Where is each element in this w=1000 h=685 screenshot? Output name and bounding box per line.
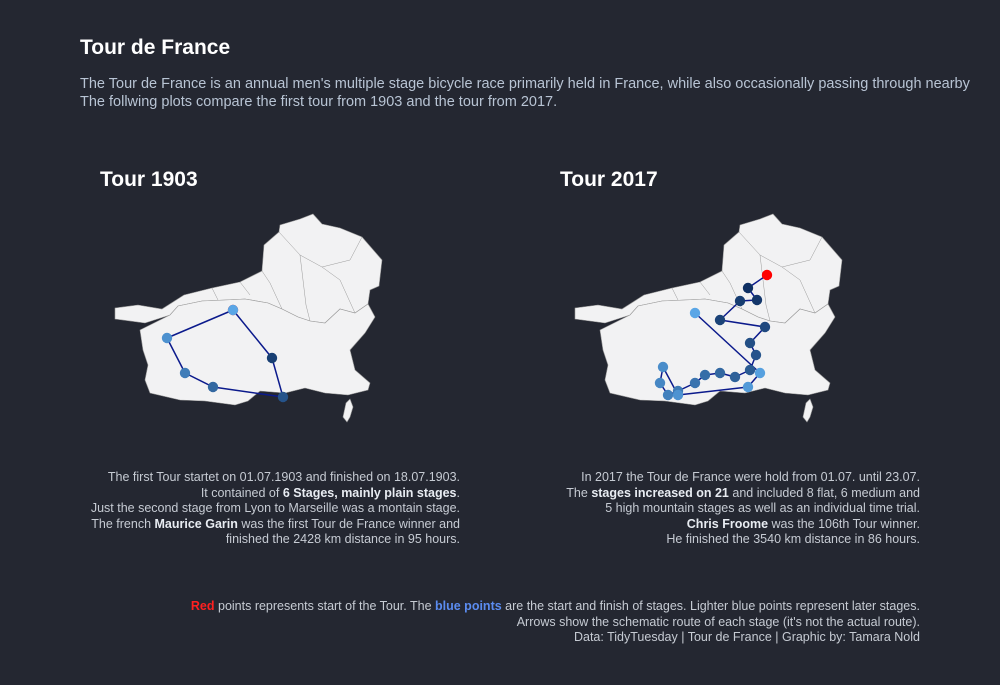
caption-line-2: Arrows show the schematic route of each … bbox=[516, 614, 920, 629]
stage-point bbox=[714, 314, 726, 326]
desc-1903-line-2: It contained of 6 Stages, mainly plain s… bbox=[200, 485, 460, 500]
desc-1903-line-4: The french Maurice Garin was the first T… bbox=[91, 516, 460, 531]
stage-points-1903 bbox=[161, 304, 289, 403]
desc-1903-line-3: Just the second stage from Lyon to Marse… bbox=[90, 501, 460, 515]
stage-point bbox=[750, 349, 762, 361]
route-segment bbox=[166, 309, 234, 339]
stage-point bbox=[654, 377, 666, 389]
description-2017: In 2017 the Tour de France were hold fro… bbox=[460, 470, 920, 548]
desc-2017-line-3: 5 high mountain stages as well as an ind… bbox=[605, 501, 920, 515]
desc-2017-line-5: He finished the 3540 km distance in 86 h… bbox=[666, 532, 920, 546]
stage-point bbox=[689, 377, 701, 389]
stage-point bbox=[751, 294, 763, 306]
stage-point bbox=[714, 367, 726, 379]
region-corsica bbox=[802, 398, 814, 423]
desc-2017-line-4: Chris Froome was the 106th Tour winner. bbox=[686, 516, 920, 531]
region-south bbox=[139, 298, 376, 406]
route-segment bbox=[166, 337, 186, 374]
caption-line-3: Data: TidyTuesday | Tour de France | Gra… bbox=[573, 630, 920, 644]
desc-1903-line-5: finished the 2428 km distance in 95 hour… bbox=[225, 532, 460, 546]
legend-blue-word: blue points bbox=[435, 599, 502, 613]
panel-title-1903: Tour 1903 bbox=[100, 168, 198, 191]
map-1903 bbox=[114, 213, 383, 423]
stage-point bbox=[161, 332, 173, 344]
stage-point bbox=[179, 367, 191, 379]
stage-point bbox=[759, 321, 771, 333]
stage-point bbox=[754, 367, 766, 379]
caption-line-1: Red points represents start of the Tour.… bbox=[190, 599, 920, 613]
desc-2017-line-2: The stages increased on 21 and included … bbox=[566, 485, 920, 500]
route-segment bbox=[719, 319, 766, 328]
route-segment bbox=[184, 372, 214, 388]
subtitle-line-1: The Tour de France is an annual men's mu… bbox=[80, 76, 970, 92]
stage-point bbox=[207, 381, 219, 393]
caption: Red points represents start of the Tour.… bbox=[60, 599, 920, 646]
route-segment bbox=[677, 386, 749, 396]
map-2017 bbox=[574, 213, 843, 423]
stage-point bbox=[742, 381, 754, 393]
stage-point bbox=[689, 307, 701, 319]
route-1903 bbox=[166, 309, 284, 398]
start-point bbox=[761, 269, 773, 281]
route-segment bbox=[271, 357, 284, 398]
internal-borders bbox=[671, 231, 823, 322]
stage-point bbox=[662, 389, 674, 401]
stage-points-2017 bbox=[654, 269, 773, 401]
legend-red-word: Red bbox=[190, 599, 215, 613]
description-1903: The first Tour startet on 01.07.1903 and… bbox=[0, 470, 460, 548]
desc-2017-line-1: In 2017 the Tour de France were hold fro… bbox=[581, 470, 920, 484]
page-subtitle: The Tour de France is an annual men's mu… bbox=[80, 75, 1000, 111]
route-segment bbox=[212, 386, 284, 398]
stage-point bbox=[266, 352, 278, 364]
internal-borders bbox=[211, 231, 363, 322]
region-south bbox=[599, 298, 836, 406]
page-title: Tour de France bbox=[80, 36, 231, 59]
map-land bbox=[114, 213, 383, 423]
stage-point bbox=[699, 369, 711, 381]
stage-point bbox=[744, 337, 756, 349]
stage-point bbox=[657, 361, 669, 373]
stage-point bbox=[729, 371, 741, 383]
route-segment bbox=[232, 309, 273, 359]
desc-1903-line-1: The first Tour startet on 01.07.1903 and… bbox=[107, 470, 460, 484]
stage-point bbox=[744, 364, 756, 376]
panel-title-2017: Tour 2017 bbox=[560, 168, 658, 191]
region-corsica bbox=[342, 398, 354, 423]
subtitle-line-2: The follwing plots compare the first tou… bbox=[80, 94, 558, 110]
stage-point bbox=[734, 295, 746, 307]
stage-point bbox=[277, 391, 289, 403]
stage-point bbox=[672, 389, 684, 401]
route-segment bbox=[694, 312, 761, 374]
stage-point bbox=[742, 282, 754, 294]
stage-point bbox=[227, 304, 239, 316]
